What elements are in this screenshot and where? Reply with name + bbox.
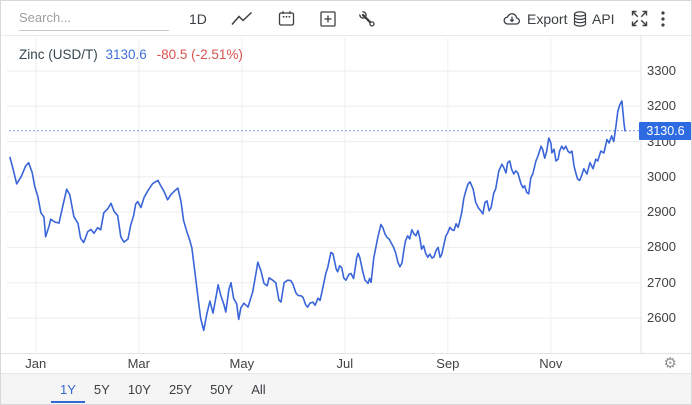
api-button[interactable]: API (573, 1, 615, 36)
x-axis-label: Mar (127, 356, 150, 371)
x-axis-label: Nov (539, 356, 563, 371)
tab-1y[interactable]: 1Y (51, 377, 85, 403)
chart-style-button[interactable] (231, 1, 253, 36)
interval-label: 1D (189, 10, 207, 27)
instrument-price: 3130.6 (105, 47, 147, 62)
interval-button[interactable]: 1D (189, 1, 207, 36)
wrench-icon (358, 9, 375, 27)
toolbar: 1D (1, 1, 691, 36)
y-axis-label: 2800 (647, 239, 676, 255)
y-axis-label: 2900 (647, 204, 676, 220)
vertical-gridlines (35, 38, 552, 353)
tab-10y[interactable]: 10Y (119, 377, 160, 403)
plus-square-icon (320, 10, 336, 27)
y-axis-label: 2600 (647, 310, 676, 325)
y-axis-label: 3200 (647, 98, 676, 114)
cloud-download-icon (503, 13, 521, 25)
price-chart[interactable] (1, 36, 692, 353)
line-chart-icon (231, 11, 253, 25)
expand-icon (631, 10, 648, 27)
calendar-button[interactable] (278, 1, 295, 36)
search-field-wrap (19, 4, 169, 31)
more-menu-button[interactable] (661, 1, 665, 36)
add-compare-button[interactable] (320, 1, 336, 36)
horizontal-gridlines (7, 70, 641, 319)
export-label: Export (527, 10, 568, 27)
x-axis: ⚙ Jan Mar May Jul Sep Nov (1, 353, 691, 373)
y-axis-label: 3000 (647, 168, 676, 184)
database-icon (573, 10, 587, 27)
calendar-icon (278, 11, 295, 26)
export-button[interactable]: Export (502, 1, 567, 36)
search-input[interactable] (19, 4, 169, 31)
tools-button[interactable] (358, 1, 376, 36)
y-axis-label: 3300 (647, 63, 676, 78)
tab-50y[interactable]: 50Y (201, 377, 242, 403)
current-price-badge: 3130.6 (639, 121, 691, 140)
price-series-line (9, 100, 626, 332)
fullscreen-button[interactable] (631, 1, 648, 36)
x-axis-label: Sep (436, 356, 460, 371)
instrument-label: Zinc (USD/T) 3130.6 -80.5 (-2.51%) (19, 47, 243, 62)
tab-all[interactable]: All (242, 377, 274, 403)
settings-gear-icon[interactable]: ⚙ (663, 355, 677, 372)
instrument-name: Zinc (USD/T) (19, 47, 98, 62)
range-tabs: 1Y 5Y 10Y 25Y 50Y All (1, 373, 691, 404)
x-axis-label: Jul (336, 356, 354, 371)
y-axis-label: 2700 (647, 274, 676, 290)
tab-25y[interactable]: 25Y (160, 377, 201, 403)
x-axis-label: May (229, 356, 255, 371)
api-label: API (592, 10, 615, 27)
kebab-menu-icon (661, 10, 665, 27)
tab-5y[interactable]: 5Y (85, 377, 119, 403)
x-axis-label: Jan (25, 356, 47, 371)
instrument-change: -80.5 (-2.51%) (156, 47, 243, 62)
